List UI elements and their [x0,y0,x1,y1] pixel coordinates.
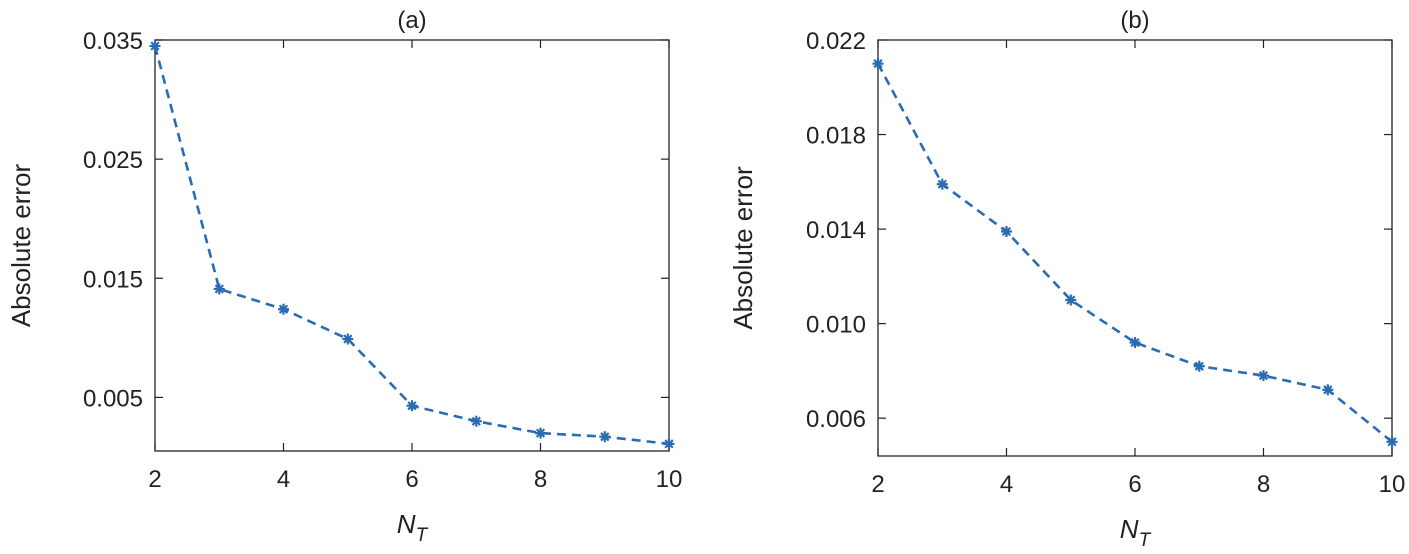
x-tick-label: 4 [277,466,290,493]
x-axis-title-subscript: T [1139,530,1152,551]
x-tick-label: 2 [148,466,161,493]
data-point [149,40,161,52]
y-tick-label: 0.005 [83,385,143,412]
data-point [1065,294,1077,306]
x-axis-title: NT [1120,514,1152,551]
data-point [1386,436,1398,448]
data-point [1001,226,1012,237]
series-line [876,62,1393,443]
data-point [1258,370,1269,382]
x-tick-label: 10 [1379,471,1406,498]
x-axis-title: NT [397,509,429,546]
x-tick-label: 4 [1000,471,1013,498]
panel-title: (b) [1120,7,1149,34]
data-point [213,283,225,295]
y-tick-label: 0.010 [806,312,866,339]
panel-a: 2 4 6 8 10 0.005 0.015 0.025 0.035 (a) Absolute er… [6,7,682,546]
data-point [1129,337,1141,348]
data-point [936,178,948,190]
y-tick-label: 0.014 [806,217,866,244]
data-point [1322,384,1334,396]
panel-b: 2 4 6 8 10 0.006 0.010 0.014 0.018 0.022 (b) Absolu… [728,7,1405,551]
y-tick-label: 0.018 [806,123,866,150]
data-point [535,427,546,439]
data-point [872,58,884,70]
plot-frame [877,39,1393,457]
data-point [342,333,354,345]
data-point [406,400,418,412]
x-tick-label: 2 [871,471,884,498]
x-tick-label: 8 [534,466,547,493]
data-point [278,303,289,315]
x-tick-label: 10 [656,466,683,493]
x-axis-title-subscript: T [416,525,429,546]
series-line [153,45,670,446]
x-tick-label: 6 [1128,471,1141,498]
y-tick-label: 0.022 [806,28,866,55]
panel-title: (a) [397,7,426,34]
y-tick-label: 0.015 [83,266,143,293]
data-point [663,438,675,450]
data-point [1193,360,1205,372]
y-tick-label: 0.006 [806,406,866,433]
x-axis-title-base: N [1120,514,1139,544]
y-axis-title: Absolute error [728,166,758,330]
x-axis-title-base: N [397,509,416,539]
data-point [599,431,611,443]
plot-frame [154,39,670,452]
x-tick-label: 8 [1257,471,1270,498]
y-tick-label: 0.025 [83,147,143,174]
data-point [470,415,482,427]
y-tick-label: 0.035 [83,28,143,55]
x-tick-label: 6 [405,466,418,493]
y-axis-title: Absolute error [6,164,36,328]
